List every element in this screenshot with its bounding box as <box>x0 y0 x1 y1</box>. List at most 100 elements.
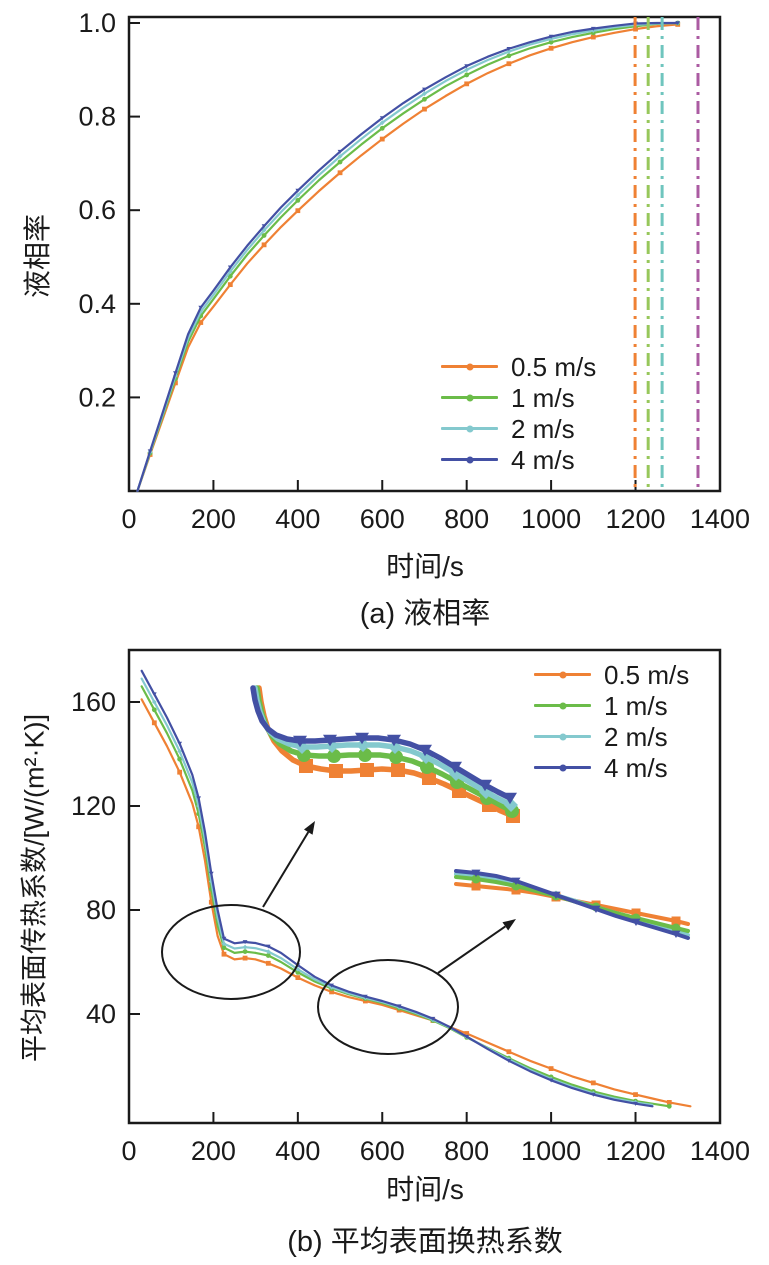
x-tick-label: 1000 <box>521 504 581 534</box>
marker-triangle-down <box>430 1016 436 1021</box>
marker-circle <box>420 760 434 774</box>
marker-triangle-down <box>355 732 369 745</box>
marker-square <box>177 769 183 775</box>
legend-line-sample <box>441 425 498 432</box>
marker-square <box>208 899 214 905</box>
chart-a-x-axis-label: 时间/s <box>386 551 464 582</box>
legend-label: 4 m/s <box>511 444 575 475</box>
chart-a-caption: (a) 液相率 <box>359 598 491 630</box>
marker-diamond <box>196 803 202 809</box>
marker-square <box>173 380 178 386</box>
chart-a-y-axis-label: 液相率 <box>22 213 53 299</box>
chart-b-y-axis-label: 平均表面传热系数/[W/(m²·K)] <box>19 714 50 1062</box>
legend-item: 2 m/s <box>534 721 689 752</box>
marker-triangle-down <box>151 692 157 697</box>
marker-square <box>506 61 512 67</box>
marker-square <box>590 1080 596 1086</box>
marker-circle <box>177 756 183 762</box>
x-tick-label: 600 <box>360 504 405 534</box>
marker-square <box>329 764 343 778</box>
marker-triangle-down <box>379 116 385 121</box>
marker-triangle-down <box>478 779 492 792</box>
inset-series-line <box>250 685 513 801</box>
legend-item: 1 m/s <box>534 690 689 721</box>
marker-square <box>633 1092 638 1097</box>
legend-line-sample <box>534 733 591 740</box>
marker-triangle-down <box>464 64 470 69</box>
x-tick-label: 0 <box>121 1136 136 1166</box>
marker-triangle-down <box>591 905 601 914</box>
marker-triangle-down <box>590 26 596 31</box>
x-tick-label: 800 <box>444 1136 489 1166</box>
marker-diamond <box>295 192 301 198</box>
marker-triangle-down <box>323 734 337 747</box>
legend-marker-dot <box>466 394 473 401</box>
marker-diamond <box>422 91 427 97</box>
legend-marker-dot <box>466 363 473 370</box>
legend-label: 0.5 m/s <box>604 659 690 690</box>
marker-triangle-down <box>329 983 335 988</box>
legend-item: 4 m/s <box>534 752 689 783</box>
marker-triangle-down <box>506 46 512 51</box>
marker-square <box>590 34 596 40</box>
legend-item: 2 m/s <box>441 413 596 444</box>
x-tick-label: 600 <box>360 1136 405 1166</box>
y-tick-label: 0.4 <box>78 289 116 319</box>
marker-square <box>242 955 248 961</box>
marker-square <box>221 951 227 957</box>
marker-triangle-down <box>671 930 681 939</box>
marker-circle <box>464 72 470 78</box>
legend-item: 0.5 m/s <box>534 659 689 690</box>
legend-line-sample <box>441 363 498 370</box>
marker-triangle-down <box>173 371 178 376</box>
marker-square <box>265 960 271 966</box>
marker-circle <box>358 748 372 762</box>
annotation-ellipse <box>317 959 459 1055</box>
y-tick-label: 40 <box>86 999 116 1029</box>
marker-circle <box>671 923 681 933</box>
legend-line-sample <box>441 394 498 401</box>
marker-square <box>299 759 313 773</box>
marker-diamond <box>265 949 271 954</box>
y-tick-label: 80 <box>86 895 116 925</box>
y-tick-label: 160 <box>71 687 116 717</box>
legend-marker-dot <box>466 425 473 432</box>
x-tick-label: 200 <box>191 1136 236 1166</box>
marker-triangle-down <box>242 940 248 945</box>
x-tick-label: 400 <box>275 1136 320 1166</box>
legend-marker-dot <box>466 456 473 463</box>
marker-square <box>295 208 301 214</box>
marker-circle <box>221 945 227 951</box>
marker-triangle-down <box>147 449 153 454</box>
legend-label: 0.5 m/s <box>511 351 597 382</box>
annotation-arrow-line <box>437 925 506 974</box>
marker-triangle-down <box>548 1078 554 1083</box>
marker-square <box>227 282 233 288</box>
inset-series-line <box>454 882 690 926</box>
marker-triangle-down <box>422 87 427 92</box>
marker-diamond <box>356 738 370 752</box>
legend-marker-dot <box>559 733 566 740</box>
marker-diamond <box>227 269 233 274</box>
marker-circle <box>422 96 427 102</box>
marker-triangle-down <box>261 224 267 229</box>
marker-triangle-down <box>590 1092 596 1097</box>
legend-item: 0.5 m/s <box>441 351 596 382</box>
marker-square <box>151 720 157 726</box>
x-tick-label: 0 <box>121 504 136 534</box>
marker-triangle-down <box>387 734 401 747</box>
legend-line-sample <box>534 671 591 678</box>
legend-label: 1 m/s <box>511 382 575 413</box>
marker-square <box>295 975 301 980</box>
legend-marker-dot <box>559 671 566 678</box>
marker-square <box>329 989 335 995</box>
marker-triangle-down <box>503 792 517 805</box>
chart-b-legend: 0.5 m/s 1 m/s 2 m/s 4 m/s <box>534 659 689 783</box>
series-line-1-m-s <box>140 685 671 1108</box>
inset-series-line <box>454 869 690 940</box>
marker-circle <box>337 159 343 165</box>
legend-label: 4 m/s <box>604 752 668 783</box>
marker-square <box>548 45 554 51</box>
marker-diamond <box>177 749 183 754</box>
